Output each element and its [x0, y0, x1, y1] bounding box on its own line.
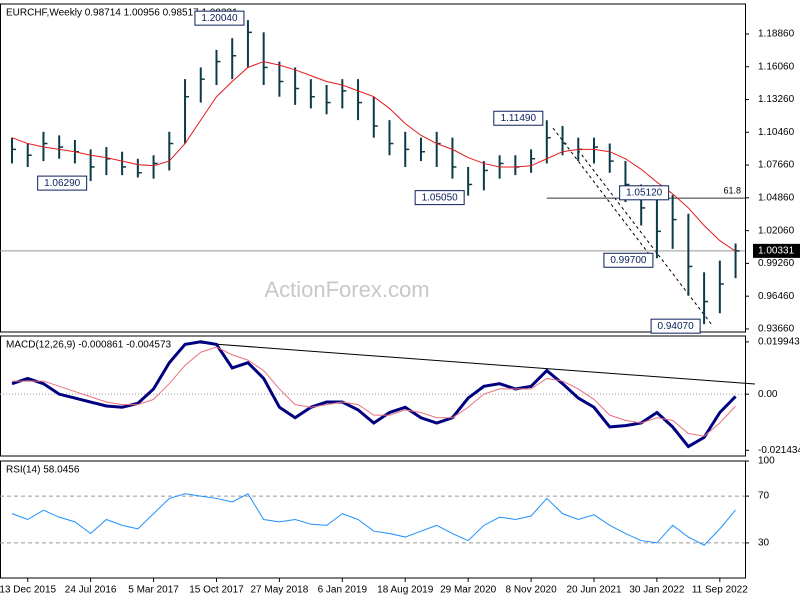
y-tick-label: 0.99260 — [758, 258, 795, 269]
x-tick-label: 18 Aug 2019 — [377, 585, 434, 596]
last-price-label: 1.00331 — [758, 246, 795, 257]
y-tick-label: 100 — [758, 456, 775, 467]
macd-trend-line — [199, 342, 756, 385]
panel-frame — [0, 460, 746, 579]
y-tick-label: 0.93660 — [758, 324, 795, 335]
x-tick-label: 30 Jan 2022 — [629, 585, 684, 596]
panel-frame — [0, 3, 746, 333]
annotation-label: 0.99700 — [610, 255, 647, 266]
annotation-box — [37, 175, 88, 191]
annotation-box — [493, 110, 544, 126]
panel-title: MACD(12,26,9) -0.000861 -0.004573 — [6, 340, 172, 351]
series-line — [11, 493, 736, 546]
panel-frame — [0, 335, 746, 457]
annotation-label: 1.05050 — [422, 192, 459, 203]
series-line — [12, 346, 736, 437]
annotation-box — [603, 252, 654, 268]
last-price-box — [753, 243, 800, 258]
y-tick-label: 0.96460 — [758, 291, 795, 302]
y-tick-label: 1.16060 — [758, 61, 795, 72]
annotation-label: 0.94070 — [658, 321, 695, 332]
annotation-label: 1.11490 — [501, 113, 537, 124]
y-tick-label: 1.18860 — [758, 29, 795, 40]
y-tick-label: 1.10460 — [758, 127, 795, 138]
annotation-box — [650, 318, 701, 334]
annotation-box — [414, 190, 465, 206]
watermark: ActionForex.com — [264, 277, 429, 302]
moving-average — [11, 61, 736, 252]
annotation-label: 1.06290 — [44, 178, 81, 189]
panel-title: RSI(14) 58.0456 — [6, 465, 80, 476]
x-tick-label: 5 Mar 2017 — [128, 585, 179, 596]
trend-line — [577, 149, 713, 326]
y-tick-label: 1.13260 — [758, 94, 795, 105]
annotation-label: 1.20040 — [201, 13, 238, 24]
y-tick-label: 70 — [758, 491, 770, 502]
x-tick-label: 13 Dec 2015 — [0, 585, 57, 596]
x-tick-label: 8 Nov 2020 — [505, 585, 557, 596]
annotation-box — [619, 185, 670, 201]
y-tick-label: -0.021434 — [758, 445, 800, 456]
y-tick-label: 1.04860 — [758, 192, 795, 203]
annotation-box — [194, 10, 245, 26]
x-tick-label: 15 Oct 2017 — [189, 585, 244, 596]
x-tick-label: 11 Sep 2022 — [692, 585, 748, 596]
y-tick-label: 30 — [758, 538, 770, 549]
y-tick-label: 1.07660 — [758, 160, 795, 171]
annotation-label: 1.05120 — [626, 187, 663, 198]
fib-label: 61.8 — [723, 185, 741, 195]
x-tick-label: 20 Jun 2021 — [566, 585, 621, 596]
y-tick-label: 1.02060 — [758, 225, 795, 236]
x-tick-label: 29 Mar 2020 — [440, 585, 497, 596]
x-tick-label: 24 Jul 2016 — [65, 585, 117, 596]
panel-title: EURCHF,Weekly 0.98714 1.00956 0.98517 1.… — [6, 8, 238, 19]
x-tick-label: 27 May 2018 — [250, 585, 308, 596]
x-tick-label: 6 Jan 2019 — [318, 585, 368, 596]
y-tick-label: 0.00 — [758, 389, 778, 400]
y-tick-label: 0.019943 — [758, 337, 800, 348]
